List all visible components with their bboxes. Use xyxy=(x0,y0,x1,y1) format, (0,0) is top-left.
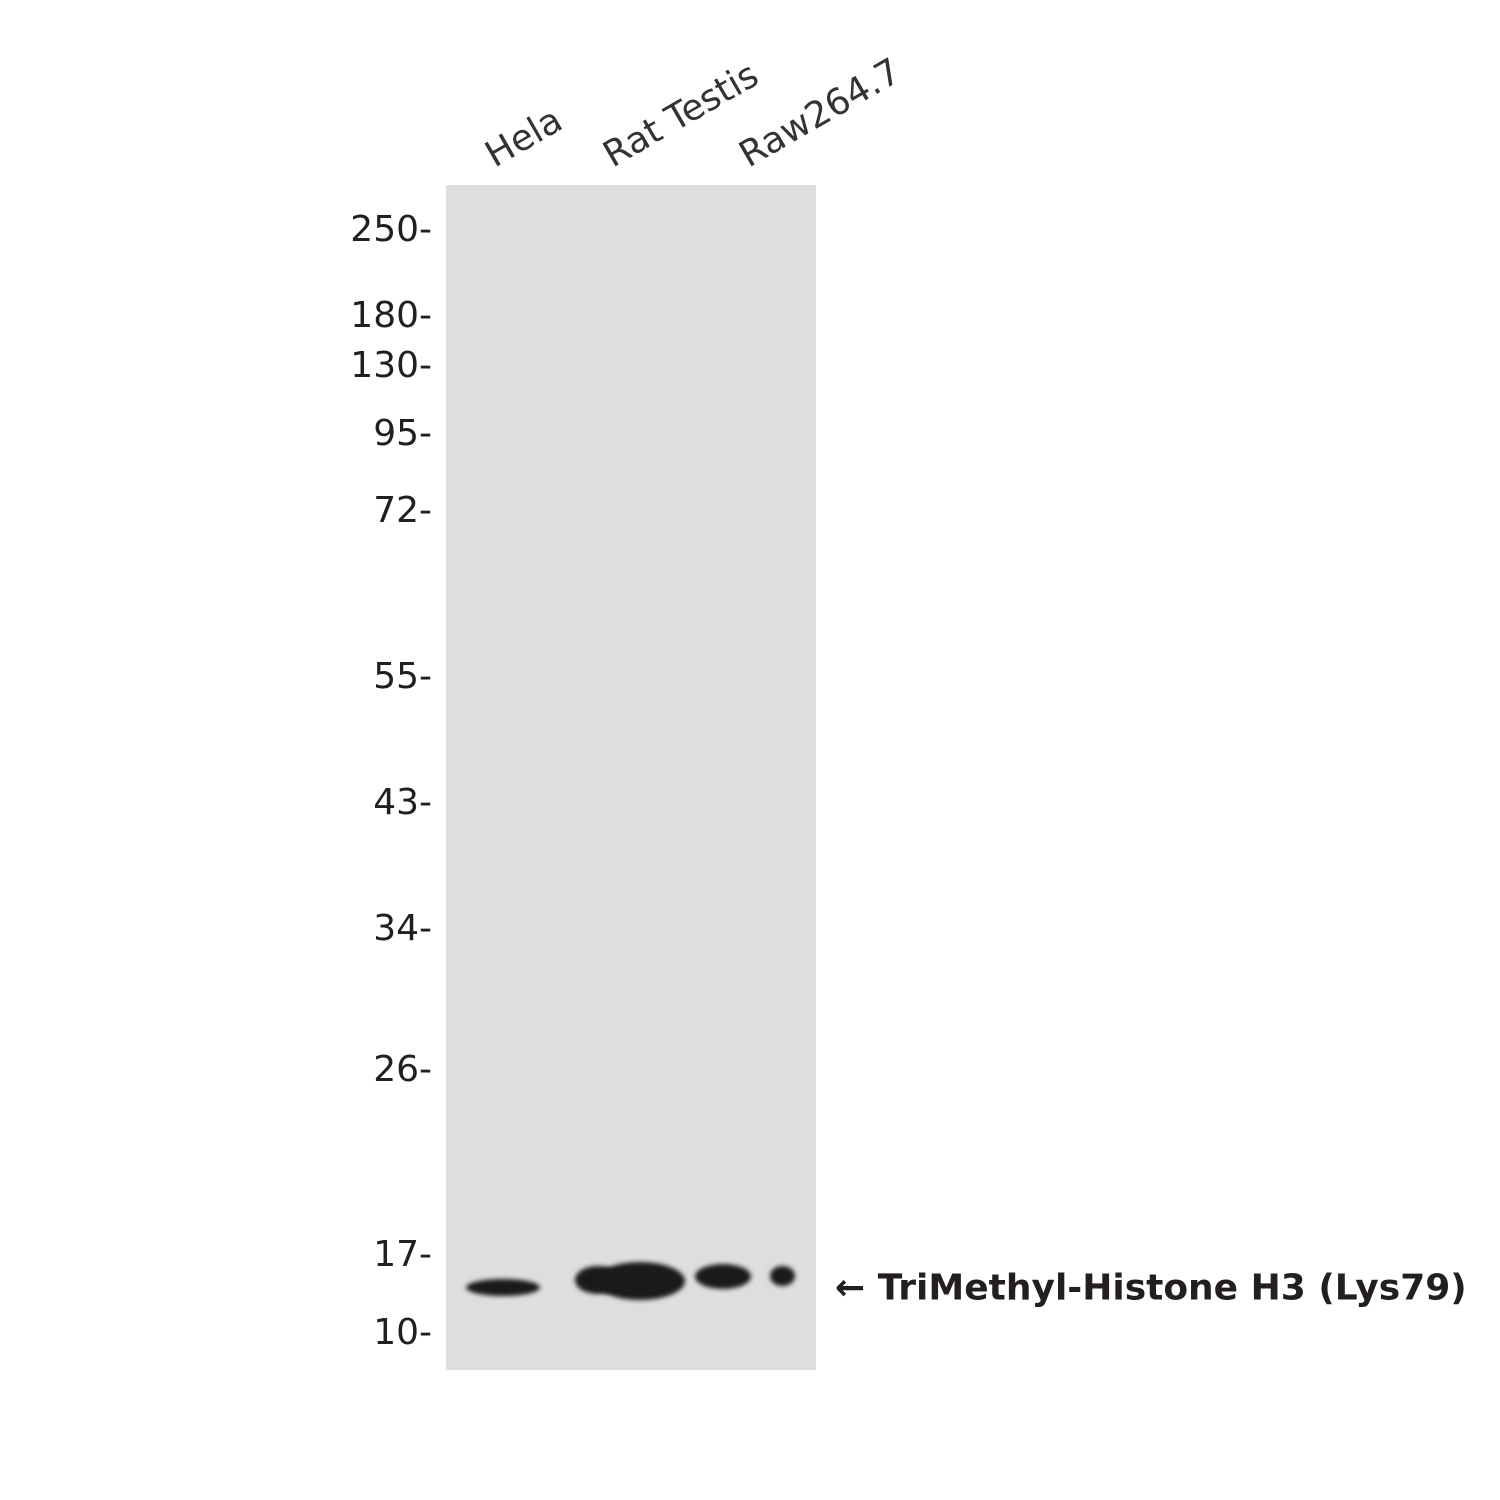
marker-180: 180- xyxy=(350,295,432,336)
marker-43: 43- xyxy=(373,782,432,823)
marker-17: 17- xyxy=(373,1234,432,1275)
marker-95: 95- xyxy=(373,413,432,454)
band-hela xyxy=(466,1279,540,1296)
band-raw264-7 xyxy=(695,1264,751,1289)
marker-10: 10- xyxy=(373,1312,432,1353)
marker-55: 55- xyxy=(373,656,432,697)
band-rat-testis xyxy=(595,1262,685,1300)
band-raw264-7-spot xyxy=(770,1266,795,1286)
blot-membrane xyxy=(446,185,816,1370)
marker-250: 250- xyxy=(350,209,432,250)
lane-label-raw264-7: Raw264.7 xyxy=(732,50,908,176)
marker-34: 34- xyxy=(373,908,432,949)
target-protein-label: ← TriMethyl-Histone H3 (Lys79) xyxy=(835,1267,1467,1309)
lane-label-rat-testis: Rat Testis xyxy=(596,54,766,176)
marker-130: 130- xyxy=(350,345,432,386)
marker-26: 26- xyxy=(373,1049,432,1090)
lane-label-hela: Hela xyxy=(478,99,570,176)
marker-72: 72- xyxy=(373,490,432,531)
